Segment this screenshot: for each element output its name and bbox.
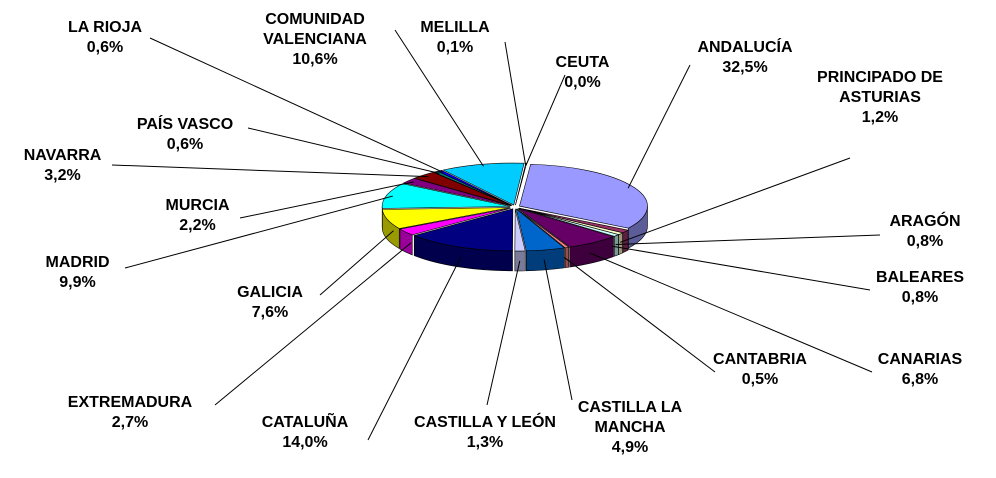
slice (402, 178, 512, 207)
value-label: 32,5% (722, 59, 768, 76)
category-name: GALICIA (237, 284, 303, 301)
slice-side (618, 232, 623, 255)
category-name: LA RIOJA (67, 19, 143, 36)
leader-line (394, 29, 484, 167)
slice (516, 208, 570, 249)
slice-label: ANDALUCÍA 32,5% (680, 38, 810, 78)
leader-line (124, 195, 393, 269)
value-label: 0,8% (906, 233, 944, 250)
value-label: 1,2% (861, 109, 899, 126)
slice-side (614, 234, 619, 257)
slice-label: MADRID 9,9% (30, 253, 125, 293)
value-label: 0,6% (86, 39, 124, 56)
leader-line (111, 164, 428, 178)
leader-line (486, 260, 521, 406)
leader-line (319, 230, 394, 296)
category-name: PRINCIPADO DE ASTURIAS (817, 69, 943, 106)
category-name: NAVARRA (23, 147, 102, 164)
category-name: BALEARES (875, 269, 964, 286)
slice-label: MELILLA 0,1% (400, 18, 510, 58)
value-label: 9,9% (59, 274, 96, 291)
slice-label: MURCIA 2,2% (150, 196, 245, 236)
leader-line (247, 127, 440, 174)
leader-line (615, 234, 881, 245)
category-name: CASTILLA LA MANCHA (577, 399, 683, 436)
slice (413, 208, 514, 252)
category-name: CEUTA (555, 54, 610, 71)
value-label: 0,8% (901, 289, 939, 306)
slice (517, 208, 615, 248)
leader-line (149, 37, 444, 173)
slice-label: CEUTA 0,0% (530, 53, 635, 93)
slice-label: NAVARRA 3,2% (5, 146, 120, 186)
slice-label: CASTILLA Y LEÓN 1,3% (390, 413, 580, 453)
category-name: CASTILLA Y LEÓN (414, 414, 556, 431)
value-label: 0,5% (741, 371, 779, 388)
value-label: 1,3% (466, 434, 504, 451)
slice-label: LA RIOJA 0,6% (50, 18, 160, 58)
category-name: COMUNIDAD VALENCIANA (263, 11, 367, 48)
category-name: MURCIA (165, 197, 230, 214)
value-label: 2,2% (179, 217, 216, 234)
category-name: MADRID (45, 254, 110, 271)
slice-label: CATALUÑA 14,0% (255, 413, 355, 453)
slice (518, 208, 620, 237)
slice-label: BALEARES 0,8% (865, 268, 975, 308)
category-name: MELILLA (420, 19, 490, 36)
slice (381, 207, 511, 229)
slice (514, 208, 526, 252)
leader-line (564, 257, 716, 373)
slice-label: PRINCIPADO DE ASTURIAS 1,2% (790, 68, 970, 128)
leader-line (239, 181, 414, 219)
slice-label: CASTILLA LA MANCHA 4,9% (565, 398, 695, 458)
leader-line (611, 245, 871, 291)
category-name: ARAGÓN (889, 213, 961, 230)
slice (519, 163, 648, 229)
leader-line (525, 74, 566, 166)
leader-line (589, 252, 873, 373)
leader-line (543, 259, 573, 401)
value-label: 14,0% (282, 434, 328, 451)
value-label: 0,6% (166, 136, 204, 153)
slice-label: GALICIA 7,6% (220, 283, 320, 323)
category-name: PAÍS VASCO (136, 116, 234, 133)
value-label: 2,7% (111, 414, 149, 431)
value-label: 4,9% (611, 439, 649, 456)
category-name: EXTREMADURA (67, 394, 193, 411)
category-name: CATALUÑA (261, 414, 349, 431)
leader-line (214, 242, 412, 406)
value-label: 7,6% (251, 304, 289, 321)
slice-label: ARAGÓN 0,8% (880, 212, 970, 252)
slice-label: PAÍS VASCO 0,6% (110, 115, 260, 155)
slice-label: CANTABRIA 0,5% (700, 350, 820, 390)
slice-label: COMUNIDAD VALENCIANA 10,6% (245, 10, 385, 70)
slice-label: EXTREMADURA 2,7% (40, 393, 220, 433)
value-label: 6,8% (901, 371, 939, 388)
leader-line (367, 256, 462, 441)
value-label: 0,0% (564, 74, 601, 91)
category-name: ANDALUCÍA (697, 39, 793, 56)
slice (515, 208, 566, 252)
category-name: CANTABRIA (713, 351, 807, 368)
slice (399, 207, 511, 236)
category-name: CANARIAS (877, 351, 963, 368)
slice-side (564, 246, 570, 269)
slice-label: CANARIAS 6,8% (860, 350, 980, 390)
value-label: 3,2% (44, 167, 81, 184)
leader-line (504, 41, 527, 166)
leader-line (627, 64, 691, 189)
value-label: 0,1% (436, 39, 474, 56)
value-label: 10,6% (292, 51, 338, 68)
leader-line (620, 157, 851, 243)
